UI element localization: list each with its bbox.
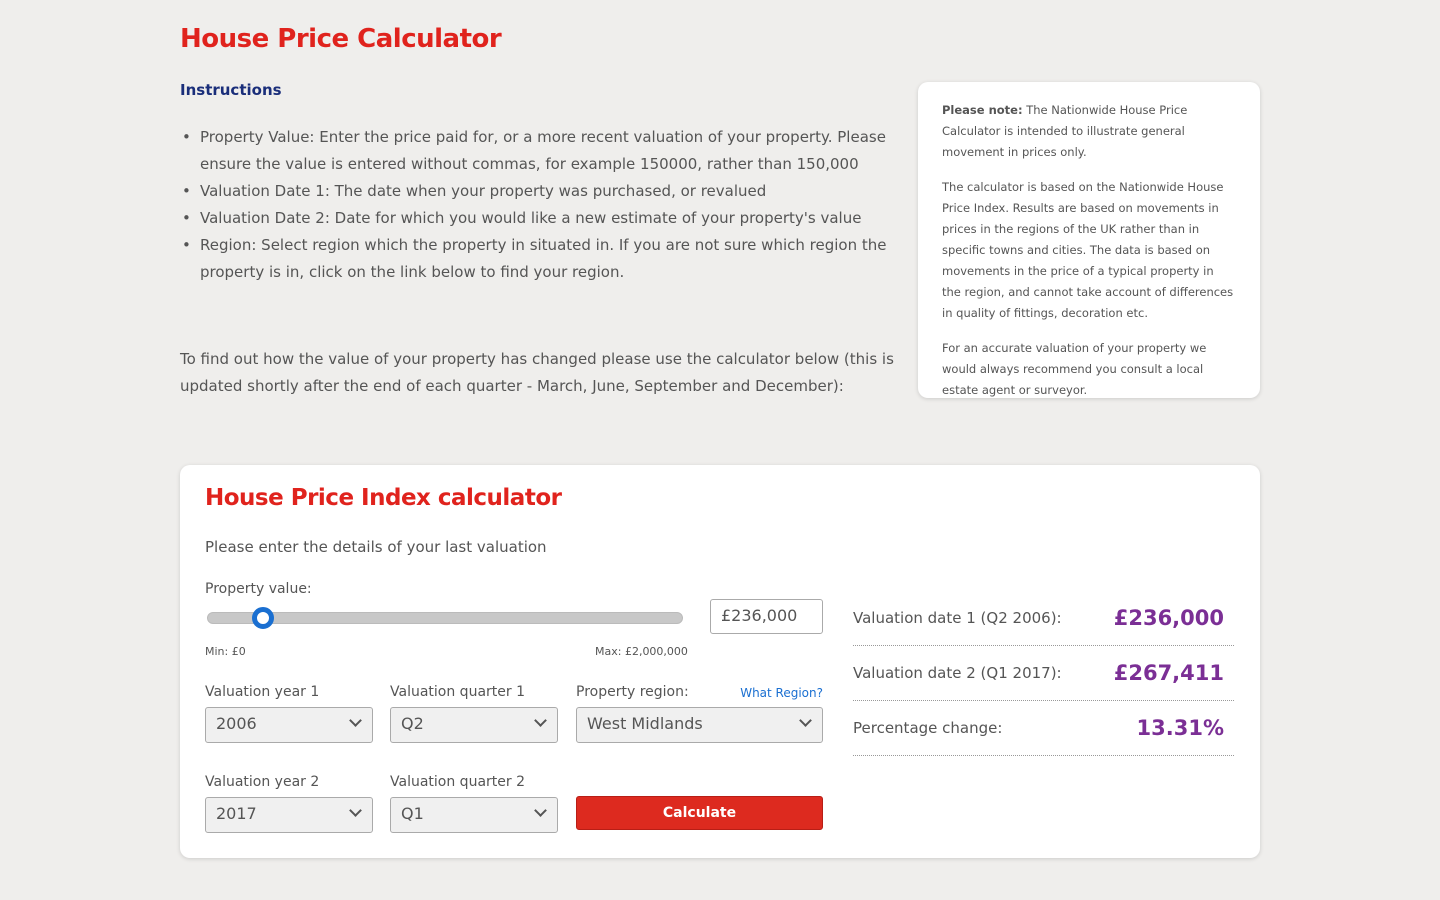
result-label: Valuation date 2 (Q1 2017): bbox=[853, 664, 1062, 682]
quarter2-value: Q1 bbox=[401, 804, 424, 823]
result-value: £236,000 bbox=[1113, 606, 1224, 630]
region-select[interactable]: West Midlands bbox=[576, 707, 823, 743]
page-title: House Price Calculator bbox=[180, 24, 502, 54]
max-label: Max: £2,000,000 bbox=[595, 645, 688, 658]
result-row: Valuation date 2 (Q1 2017): £267,411 bbox=[853, 646, 1234, 701]
intro-paragraph: To find out how the value of your proper… bbox=[180, 350, 894, 395]
region-value: West Midlands bbox=[587, 714, 703, 733]
quarter2-label: Valuation quarter 2 bbox=[390, 774, 525, 790]
year1-value: 2006 bbox=[216, 714, 257, 733]
note-text: For an accurate valuation of your proper… bbox=[942, 341, 1207, 397]
note-text: The calculator is based on the Nationwid… bbox=[942, 180, 1234, 320]
quarter2-select[interactable]: Q1 bbox=[390, 797, 558, 833]
quarter1-select[interactable]: Q2 bbox=[390, 707, 558, 743]
chevron-down-icon bbox=[534, 804, 547, 817]
chevron-down-icon bbox=[534, 714, 547, 727]
year2-value: 2017 bbox=[216, 804, 257, 823]
slider-thumb[interactable] bbox=[252, 607, 275, 629]
property-value-slider[interactable] bbox=[207, 612, 683, 624]
chevron-down-icon bbox=[799, 714, 812, 727]
instructions-list: Property Value: Enter the price paid for… bbox=[180, 124, 900, 286]
chevron-down-icon bbox=[349, 714, 362, 727]
list-item: Property Value: Enter the price paid for… bbox=[180, 124, 900, 178]
quarter1-label: Valuation quarter 1 bbox=[390, 684, 525, 700]
result-value: 13.31% bbox=[1136, 716, 1224, 740]
note-text: The Nationwide House Price Calculator is… bbox=[942, 103, 1188, 159]
note-bold: Please note: bbox=[942, 103, 1023, 117]
year2-label: Valuation year 2 bbox=[205, 774, 320, 790]
calculator-subtitle: Please enter the details of your last va… bbox=[205, 538, 547, 556]
result-value: £267,411 bbox=[1113, 661, 1224, 685]
calculator-card: House Price Index calculator Please ente… bbox=[180, 465, 1260, 858]
result-label: Percentage change: bbox=[853, 719, 1003, 737]
property-value-input[interactable]: £236,000 bbox=[710, 599, 823, 634]
year1-select[interactable]: 2006 bbox=[205, 707, 373, 743]
instructions-heading: Instructions bbox=[180, 81, 282, 99]
note-box: Please note: The Nationwide House Price … bbox=[918, 82, 1260, 398]
result-row: Valuation date 1 (Q2 2006): £236,000 bbox=[853, 591, 1234, 646]
list-item: Region: Select region which the property… bbox=[180, 232, 900, 286]
calculate-button[interactable]: Calculate bbox=[576, 796, 823, 830]
year1-label: Valuation year 1 bbox=[205, 684, 320, 700]
chevron-down-icon bbox=[349, 804, 362, 817]
list-item: Valuation Date 2: Date for which you wou… bbox=[180, 205, 900, 232]
quarter1-value: Q2 bbox=[401, 714, 424, 733]
list-item: Valuation Date 1: The date when your pro… bbox=[180, 178, 900, 205]
region-label: Property region: bbox=[576, 684, 689, 700]
what-region-link[interactable]: What Region? bbox=[740, 686, 823, 700]
year2-select[interactable]: 2017 bbox=[205, 797, 373, 833]
property-value-label: Property value: bbox=[205, 581, 312, 597]
min-label: Min: £0 bbox=[205, 645, 246, 658]
calculator-title: House Price Index calculator bbox=[205, 485, 562, 511]
result-row: Percentage change: 13.31% bbox=[853, 701, 1234, 756]
result-label: Valuation date 1 (Q2 2006): bbox=[853, 609, 1062, 627]
